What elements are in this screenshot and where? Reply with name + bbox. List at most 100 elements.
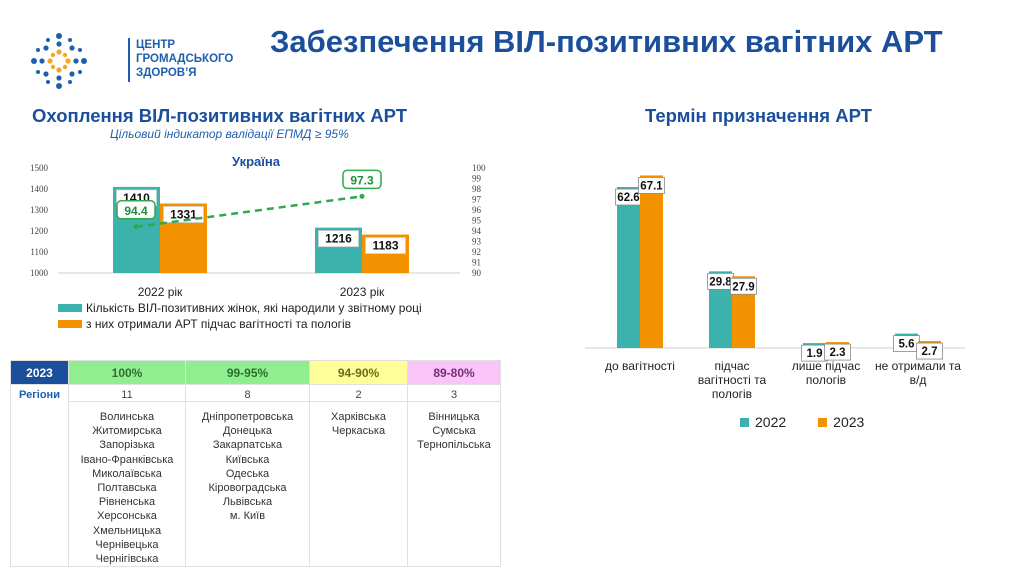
legend-label-women: Кількість ВІЛ-позитивних жінок, які наро…: [86, 301, 422, 315]
data-label-box: [638, 177, 665, 194]
region-name: Івано-Франківська: [80, 453, 174, 466]
table-year: 2023: [10, 360, 69, 385]
coverage-point: [133, 224, 139, 230]
data-label: 2.3: [830, 347, 846, 359]
x-tick-label: не отримали та: [875, 359, 961, 373]
y-tick-label: 1100: [30, 247, 48, 257]
y2-tick-label: 100: [472, 163, 486, 173]
data-label: 1331: [170, 207, 197, 221]
data-label-box: [163, 206, 204, 223]
coverage-point: [359, 193, 365, 199]
logo: ЦЕНТР ГРОМАДСЬКОГО ЗДОРОВ’Я: [28, 30, 233, 92]
data-label: 1.9: [807, 348, 823, 360]
data-label: 67.1: [640, 180, 663, 192]
coverage-chart: Україна100011001200130014001500909192939…: [30, 154, 486, 299]
data-label: 27.9: [732, 281, 754, 293]
coverage-label-box: [342, 169, 382, 190]
logo-divider: [128, 38, 130, 82]
table-header-row: 2023 100% 99-95% 94-90% 89-80%: [10, 360, 501, 385]
region-name: Чернівецька: [95, 538, 159, 551]
y-tick-label: 1000: [30, 268, 49, 278]
legend-item-women: Кількість ВІЛ-позитивних жінок, які наро…: [58, 300, 422, 316]
legend-swatch-2022: [740, 417, 749, 427]
y2-tick-label: 94: [472, 226, 482, 236]
region-name: Чернігівська: [95, 553, 159, 566]
x-tick-label: 2023 рік: [340, 285, 385, 299]
bar-2022: [617, 187, 640, 348]
data-label-box: [318, 230, 359, 248]
region-name: Вінницька: [428, 411, 480, 423]
y2-tick-label: 93: [472, 237, 482, 247]
logo-text: ЦЕНТР ГРОМАДСЬКОГО ЗДОРОВ’Я: [136, 38, 233, 80]
region-name: Хмельницька: [92, 524, 162, 537]
bar-2023: [640, 175, 663, 348]
y-tick-label: 1500: [30, 163, 49, 173]
logo-line-3: ЗДОРОВ’Я: [136, 67, 197, 79]
art-timing-legend: 2022 2023: [740, 414, 864, 430]
y2-tick-label: 95: [472, 216, 482, 226]
x-tick-label: в/д: [910, 373, 927, 387]
legend-label-2022: 2022: [755, 414, 787, 430]
x-tick-label: підчас: [714, 359, 749, 373]
logo-line-2: ГРОМАДСЬКОГО: [136, 53, 234, 65]
region-name: Полтавська: [97, 482, 157, 495]
coverage-label: 97.3: [350, 173, 374, 187]
right-chart-title: Термін призначення АРТ: [645, 105, 872, 126]
region-name: Волинська: [99, 411, 155, 423]
y-tick-label: 1300: [30, 205, 49, 215]
legend-swatch-art: [58, 320, 82, 328]
x-tick-label: до вагітності: [605, 359, 675, 373]
legend-item-art: з них отримали АРТ підчас вагітності та …: [58, 316, 422, 332]
table-count-94-90: 2: [309, 384, 408, 402]
y2-tick-label: 96: [472, 205, 482, 215]
data-label-box: [365, 237, 406, 254]
region-name: Черкаська: [331, 425, 386, 438]
region-name: м. Київ: [229, 510, 266, 523]
left-chart-title: Охоплення ВІЛ-позитивних вагітних АРТ: [32, 105, 408, 126]
data-label: 5.6: [899, 339, 915, 351]
region-name: Житомирська: [92, 425, 162, 438]
region-name: Сумська: [432, 425, 476, 438]
left-chart-subtitle: Цільовий індикатор валідації ЕПМД ≥ 95%: [110, 127, 349, 141]
y2-tick-label: 92: [472, 247, 481, 257]
x-tick-label: пологів: [712, 387, 752, 401]
regions-table: 2023 100% 99-95% 94-90% 89-80% Регіони 1…: [10, 360, 501, 568]
legend-item-2023: 2023: [818, 414, 864, 430]
table-count-100: 11: [68, 384, 186, 402]
region-name: Київська: [225, 453, 270, 466]
data-label: 29.8: [709, 276, 732, 288]
x-tick-label: пологів: [806, 373, 846, 387]
y-tick-label: 1400: [30, 184, 49, 194]
y2-tick-label: 98: [472, 184, 482, 194]
table-count-89-80: 3: [407, 384, 501, 402]
table-header-89-80: 89-80%: [407, 360, 501, 385]
y2-tick-label: 91: [472, 258, 481, 268]
data-label-box: [916, 342, 943, 360]
legend-item-2022: 2022: [740, 414, 786, 430]
data-label: 62.6: [617, 192, 639, 204]
region-name: Запорізька: [99, 439, 155, 452]
coverage-label: 94.4: [124, 204, 148, 218]
region-name: Кіровоградська: [208, 482, 287, 495]
art-timing-chart: 62.667.1 до вагітності 29.8 27.9 підчасвагіт…: [585, 175, 965, 401]
legend-label-art: з них отримали АРТ підчас вагітності та …: [86, 317, 352, 331]
table-count-99-95: 8: [185, 384, 310, 402]
table-row-label: Регіони: [10, 383, 69, 568]
y2-tick-label: 97: [472, 195, 482, 205]
region-name: Донецька: [222, 425, 273, 438]
table-header-100: 100%: [68, 360, 186, 385]
coverage-label-box: [116, 200, 156, 220]
region-name: Рівненська: [98, 496, 156, 509]
data-label-box: [824, 343, 851, 361]
y2-tick-label: 99: [472, 174, 482, 184]
region-name: Миколаївська: [92, 467, 162, 480]
coverage-line: [135, 195, 363, 229]
table-row: Регіони 11 8 2 3: [10, 383, 501, 568]
region-name: Херсонська: [97, 510, 157, 523]
bar-2022: [709, 271, 732, 348]
region-name: Закарпатська: [212, 439, 283, 452]
table-regions-94-90: Харківська Черкаська: [309, 400, 408, 568]
logo-line-1: ЦЕНТР: [136, 39, 176, 51]
coverage-legend: Кількість ВІЛ-позитивних жінок, які наро…: [58, 300, 422, 332]
region-name: Дніпропетровська: [201, 411, 294, 423]
